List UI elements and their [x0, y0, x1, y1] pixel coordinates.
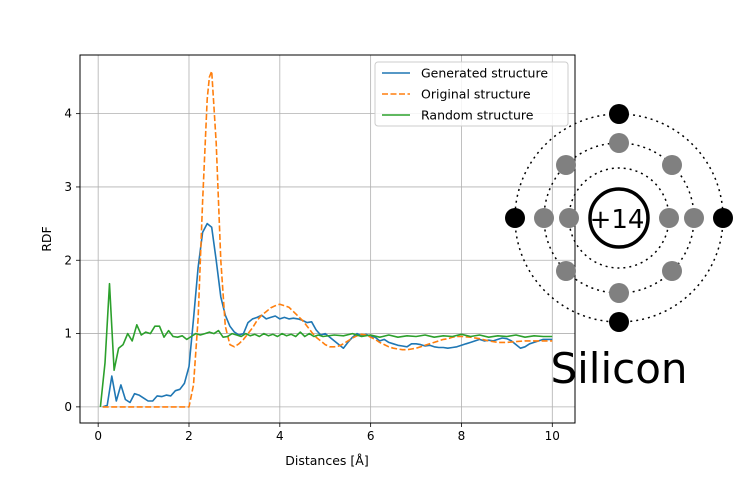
- electron: [609, 283, 629, 303]
- legend: Generated structure Original structure Ran…: [374, 61, 569, 127]
- y-tick-label: 3: [64, 180, 72, 194]
- silicon-atom-diagram: +14 Silicon: [505, 104, 733, 393]
- y-axis-ticks: 0 1 2 3 4: [64, 107, 80, 414]
- legend-label: Random structure: [421, 108, 534, 123]
- y-tick-label: 1: [64, 327, 72, 341]
- x-tick-label: 2: [185, 429, 193, 443]
- electron: [556, 261, 576, 281]
- element-name: Silicon: [550, 344, 687, 393]
- x-axis-ticks: 0 2 4 6 8 10: [94, 423, 560, 443]
- y-tick-label: 4: [64, 107, 72, 121]
- legend-label: Generated structure: [421, 66, 548, 81]
- y-axis-label: RDF: [39, 226, 54, 252]
- electron: [609, 312, 629, 332]
- electron: [659, 208, 679, 228]
- electron: [609, 104, 629, 124]
- x-tick-label: 6: [367, 429, 375, 443]
- plot-frame: [79, 54, 576, 424]
- nucleus: [588, 187, 650, 249]
- x-tick-label: 10: [545, 429, 560, 443]
- series-line-2: [102, 70, 553, 408]
- electron: [684, 208, 704, 228]
- electron: [662, 261, 682, 281]
- y-tick-label: 2: [64, 253, 72, 267]
- electron: [556, 155, 576, 175]
- electron: [609, 133, 629, 153]
- electron: [662, 155, 682, 175]
- x-tick-label: 4: [276, 429, 284, 443]
- x-axis-label: Distances [Å]: [285, 453, 368, 468]
- x-tick-label: 0: [94, 429, 102, 443]
- y-tick-label: 0: [64, 400, 72, 414]
- legend-box: [374, 61, 569, 127]
- nucleus-label: +14: [590, 205, 645, 235]
- x-tick-label: 8: [458, 429, 466, 443]
- series-line-3: [99, 282, 553, 407]
- legend-label: Original structure: [421, 87, 531, 102]
- electron: [534, 208, 554, 228]
- electron: [505, 208, 525, 228]
- electron: [559, 208, 579, 228]
- electrons: [505, 104, 733, 332]
- electron: [713, 208, 733, 228]
- series-layer: [99, 70, 553, 408]
